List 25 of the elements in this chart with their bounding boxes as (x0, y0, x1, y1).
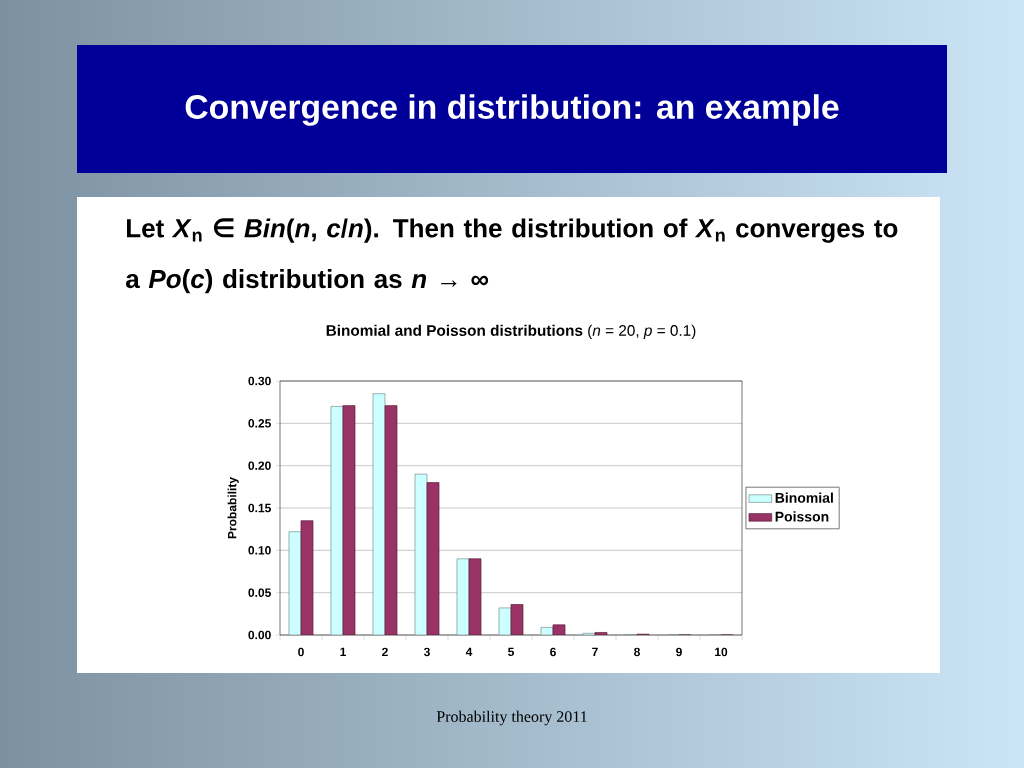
text: Probability theory 2011 (436, 710, 587, 726)
y-tick-label: 0.15 (248, 503, 271, 513)
x-tick-label: 8 (634, 647, 640, 657)
y-tick-label: 0.10 (248, 546, 271, 555)
text: Let X$_{n}$ ∈ Bin(n, c/n). Then the distribution of X$_{n}$ converges to a Po(c) distribution as n → ∞ (126, 218, 898, 294)
x-tick-label: 1 (340, 647, 346, 656)
legend-label: Poisson (775, 511, 829, 522)
x-tick-label: 4 (465, 647, 473, 656)
x-tick-label: 3 (423, 647, 430, 657)
chart-title: Binomial and Poisson distributions (n = 20, p = 0.1) (326, 324, 696, 339)
y-tick-label: 0.30 (248, 376, 271, 386)
x-tick-label: 2 (382, 647, 388, 657)
y-tick-label: 0.00 (248, 630, 271, 640)
y-axis-title: Probability (227, 477, 239, 539)
x-tick-label: 5 (508, 647, 514, 657)
x-tick-label: 9 (676, 647, 682, 657)
legend-label: Binomial (775, 492, 833, 503)
y-tick-label: 0.20 (248, 461, 271, 470)
x-tick-label: 7 (592, 647, 598, 656)
text: Convergence in distribution: an example (185, 94, 839, 126)
x-tick-label: 0 (298, 647, 304, 657)
x-tick-label: 10 (715, 647, 728, 657)
x-tick-label: 6 (550, 647, 556, 657)
y-tick-label: 0.25 (248, 419, 271, 428)
y-tick-label: 0.05 (248, 588, 271, 597)
